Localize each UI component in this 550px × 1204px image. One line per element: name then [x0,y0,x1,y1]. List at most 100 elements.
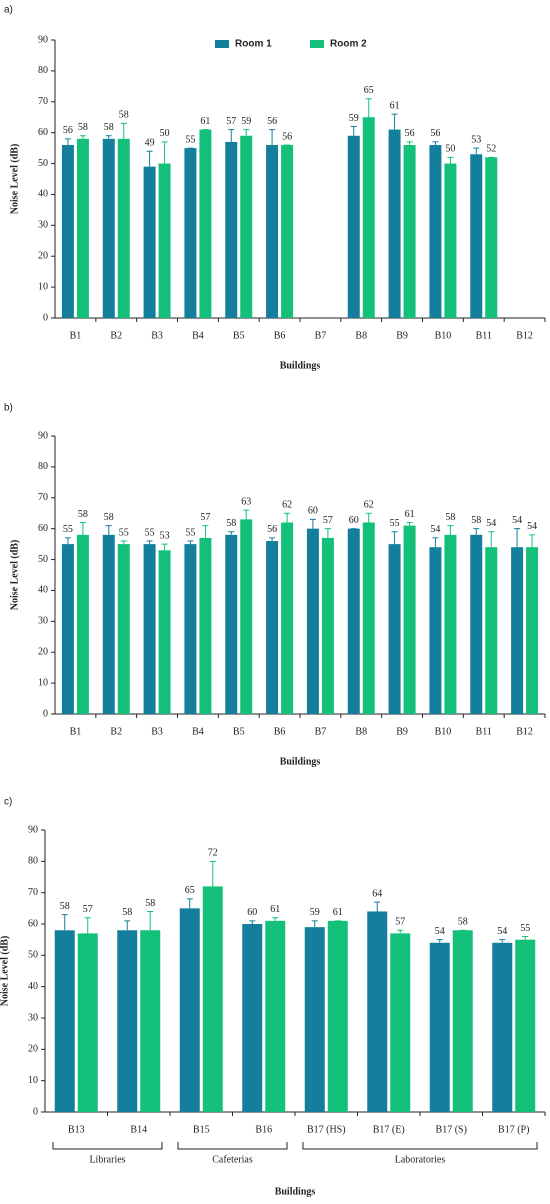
bar [444,163,457,318]
data-label: 50 [160,128,170,139]
data-label: 58 [78,122,88,133]
y-tick-label: 20 [38,647,48,658]
y-tick-label: 30 [38,220,48,231]
y-tick-label: 10 [38,677,48,688]
data-label: 57 [83,904,93,915]
error-bar [350,125,357,136]
y-tick-label: 30 [28,1012,38,1023]
error-bar [432,537,439,548]
data-label: 58 [445,512,455,523]
error-bar [269,129,276,146]
data-label: 54 [435,926,445,937]
bar [199,537,212,714]
x-tick-label: B4 [192,330,204,341]
bar [403,525,416,714]
bar [265,920,286,1112]
bar [77,933,98,1112]
error-bar [84,917,91,934]
data-label: 54 [512,515,522,526]
bar [199,129,212,318]
bar [158,163,171,318]
error-bar [146,540,153,545]
y-tick-label: 40 [38,585,48,596]
error-bar [64,138,71,146]
x-tick-label: B1 [70,330,82,341]
data-label: 57 [323,515,333,526]
x-tick-label: B11 [476,726,492,737]
bar [102,534,115,714]
data-label: 55 [185,527,195,538]
x-tick-label: B15 [193,1124,210,1135]
bar [388,544,401,714]
data-label: 58 [226,518,236,529]
error-bar [499,939,506,943]
x-tick-label: B7 [315,330,327,341]
error-bar [473,528,480,535]
error-bar [269,537,276,542]
x-axis-label: Buildings [280,756,321,767]
x-tick-label: B14 [130,1124,147,1135]
x-tick-label: B1 [70,726,82,737]
data-label: 58 [104,122,114,133]
y-tick-label: 80 [28,856,38,867]
error-bar [374,901,381,912]
data-label: 61 [405,509,415,520]
x-tick-label: B3 [151,330,163,341]
data-label: 56 [405,128,415,139]
panel-label: c) [4,797,12,808]
bar [347,135,360,318]
bar [102,138,115,318]
x-tick-label: B8 [355,330,367,341]
x-tick-label: B9 [396,726,408,737]
y-tick-label: 10 [38,281,48,292]
x-tick-label: B4 [192,726,204,737]
bar [281,522,294,714]
error-bar [272,917,279,921]
group-bracket [52,1142,163,1150]
bar [362,522,375,714]
y-tick-label: 50 [28,950,38,961]
bar [452,930,473,1112]
x-tick-label: B5 [233,330,245,341]
data-label: 63 [241,496,251,507]
bar [143,166,156,318]
x-tick-label: B12 [516,330,533,341]
data-label: 53 [160,530,170,541]
x-tick-label: B17 (P) [498,1124,529,1135]
bar [240,519,253,714]
error-bar [309,518,316,529]
error-bar [161,141,168,164]
x-tick-label: B8 [355,726,367,737]
y-tick-label: 10 [28,1075,38,1086]
data-label: 57 [395,917,405,928]
error-bar [228,531,235,535]
y-axis-label: Noise Level (dB) [9,144,20,215]
data-label: 60 [308,506,318,517]
data-label: 58 [60,901,70,912]
x-tick-label: B16 [255,1124,272,1135]
data-label: 62 [282,500,292,511]
y-tick-label: 40 [38,189,48,200]
data-label: 55 [63,524,73,535]
x-axis-label: Buildings [275,1186,316,1197]
panel-label: b) [4,403,13,414]
x-axis-label: Buildings [280,360,321,371]
x-tick-label: B10 [435,330,452,341]
group-bracket [177,1142,288,1150]
y-tick-label: 30 [38,616,48,627]
bar [225,534,238,714]
y-tick-label: 70 [38,96,48,107]
bar [266,145,279,318]
error-bar [61,914,68,931]
data-label: 64 [372,888,382,899]
y-tick-label: 60 [38,523,48,534]
x-tick-label: B12 [516,726,533,737]
bar [388,129,401,318]
error-bar [397,929,404,934]
y-tick-label: 0 [43,708,48,719]
data-label: 55 [145,527,155,538]
group-label: Libraries [89,1154,125,1165]
error-bar [146,150,153,167]
data-label: 56 [63,125,73,136]
